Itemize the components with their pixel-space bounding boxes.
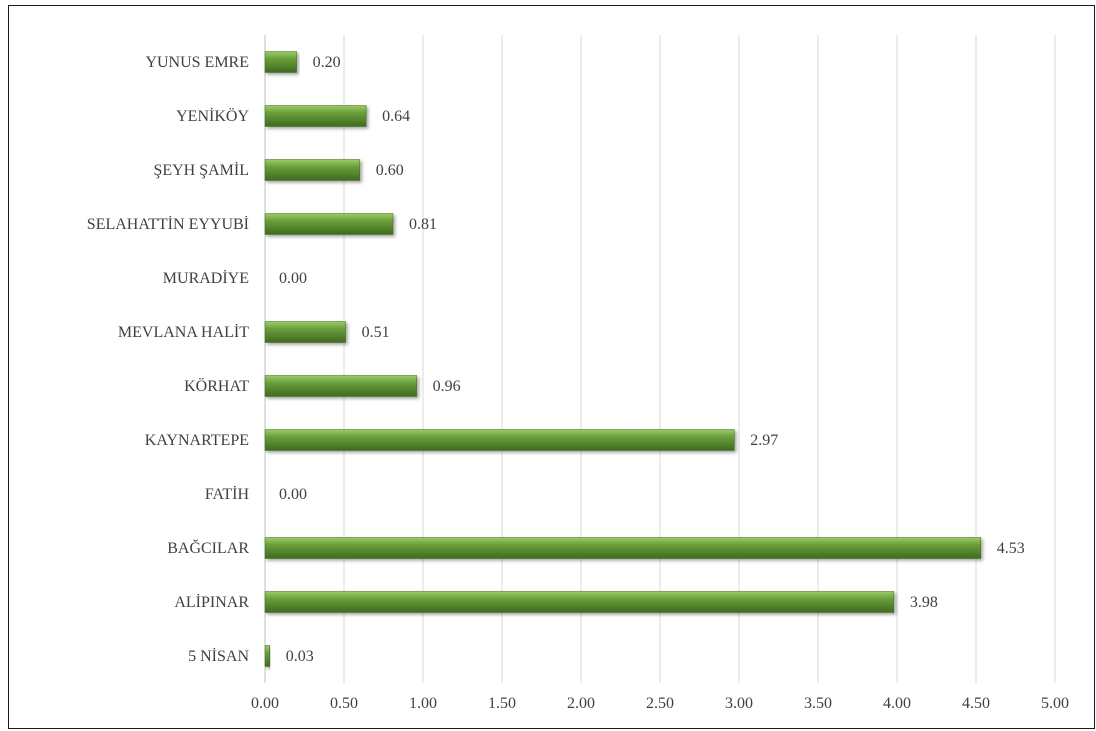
bar (264, 159, 361, 181)
bar (264, 375, 417, 397)
x-tick-label: 5.00 (1041, 695, 1069, 712)
category-label: MURADİYE (163, 269, 249, 287)
x-tick-label: 0.50 (330, 695, 358, 712)
data-label: 0.60 (376, 162, 404, 179)
data-label: 2.97 (750, 432, 778, 449)
bar (264, 51, 297, 73)
category-label: FATİH (205, 485, 250, 503)
x-tick-label: 4.50 (962, 695, 990, 712)
x-tick-label: 2.00 (567, 695, 595, 712)
x-tick-label: 3.50 (804, 695, 832, 712)
category-label: ALİPINAR (174, 593, 249, 611)
data-label: 4.53 (997, 540, 1025, 557)
category-label: YENİKÖY (176, 107, 249, 125)
category-label: KÖRHAT (184, 377, 249, 395)
data-label: 0.51 (362, 324, 390, 341)
data-label: 0.03 (286, 648, 314, 665)
bars (264, 51, 981, 667)
category-label: SELAHATTİN EYYUBİ (87, 215, 249, 233)
chart-frame: 0.00 0.50 1.00 1.50 2.00 2.50 3.00 3.50 4.00 4.50… (8, 5, 1095, 729)
data-label: 0.00 (279, 486, 307, 503)
x-tick-label: 3.00 (725, 695, 753, 712)
gridlines (264, 35, 1056, 683)
x-tick-label: 1.00 (409, 695, 437, 712)
bar (264, 591, 895, 613)
labels: 0.00 0.50 1.00 1.50 2.00 2.50 3.00 3.50 4.00 4.50… (87, 54, 1069, 712)
category-label: ŞEYH ŞAMİL (153, 161, 249, 179)
x-tick-label: 4.00 (883, 695, 911, 712)
x-tick-label: 1.50 (488, 695, 516, 712)
category-label: YUNUS EMRE (145, 54, 249, 71)
bar (264, 321, 346, 343)
x-tick-label: 0.00 (251, 695, 279, 712)
category-label: MEVLANA HALİT (118, 323, 249, 341)
bar-chart: 0.00 0.50 1.00 1.50 2.00 2.50 3.00 3.50 4.00 4.50… (87, 35, 1069, 712)
bar (264, 537, 981, 559)
data-label: 3.98 (910, 594, 938, 611)
category-label: KAYNARTEPE (145, 432, 249, 449)
bar (264, 645, 270, 667)
bar (264, 105, 367, 127)
category-label: 5 NİSAN (188, 647, 249, 665)
bar (264, 213, 394, 235)
data-label: 0.64 (382, 108, 410, 125)
x-tick-label: 2.50 (646, 695, 674, 712)
data-label: 0.96 (433, 378, 461, 395)
bar (264, 429, 735, 451)
data-label: 0.20 (313, 54, 341, 71)
category-label: BAĞCILAR (167, 538, 249, 557)
data-label: 0.00 (279, 270, 307, 287)
data-label: 0.81 (409, 216, 437, 233)
